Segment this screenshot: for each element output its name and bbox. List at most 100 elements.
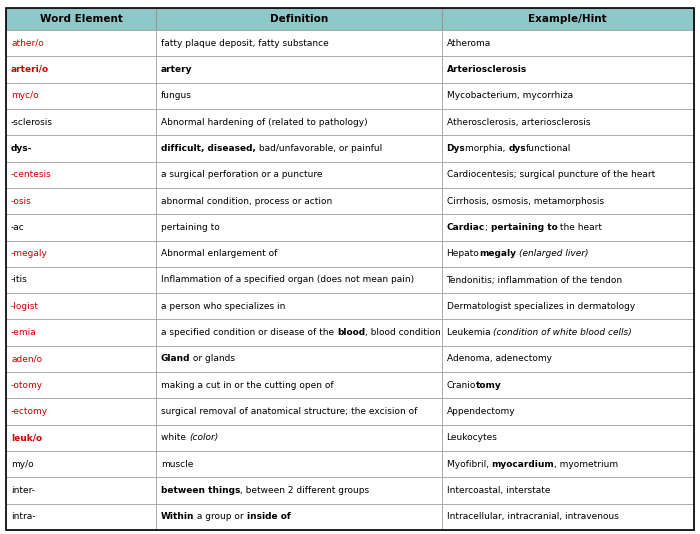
Text: Cardiocentesis; surgical puncture of the heart: Cardiocentesis; surgical puncture of the… (447, 170, 654, 179)
Text: Dys: Dys (447, 144, 466, 153)
Bar (442, 8, 694, 30)
Bar (156, 8, 442, 30)
Text: -centesis: -centesis (11, 170, 52, 179)
Text: surgical removal of anatomical structure; the excision of: surgical removal of anatomical structure… (161, 407, 417, 416)
Bar (156, 346, 442, 372)
Bar (156, 56, 442, 83)
Bar (156, 188, 442, 214)
Text: aden/o: aden/o (11, 355, 42, 364)
Text: -logist: -logist (11, 302, 39, 311)
Text: a surgical perforation or a puncture: a surgical perforation or a puncture (161, 170, 323, 179)
Bar (6, 346, 156, 372)
Bar (442, 30, 694, 56)
Text: abnormal condition, process or action: abnormal condition, process or action (161, 197, 332, 206)
Text: Hepato: Hepato (447, 249, 480, 258)
Text: , blood condition: , blood condition (365, 328, 441, 337)
Text: my/o: my/o (11, 460, 34, 469)
Text: a specified condition or disease of the: a specified condition or disease of the (161, 328, 337, 337)
Text: pertaining to: pertaining to (161, 223, 220, 232)
Bar (156, 162, 442, 188)
Bar (6, 267, 156, 293)
Bar (442, 293, 694, 319)
Bar (442, 56, 694, 83)
Text: muscle: muscle (161, 460, 193, 469)
Text: pertaining to: pertaining to (491, 223, 557, 232)
Bar (442, 372, 694, 398)
Text: -megaly: -megaly (11, 249, 48, 258)
Text: -ectomy: -ectomy (11, 407, 48, 416)
Bar (6, 30, 156, 56)
Text: Within: Within (161, 512, 195, 521)
Bar (6, 188, 156, 214)
Bar (6, 135, 156, 162)
Text: Abnormal enlargement of: Abnormal enlargement of (161, 249, 277, 258)
Bar (6, 504, 156, 530)
Text: -sclerosis: -sclerosis (11, 117, 53, 127)
Bar (156, 83, 442, 109)
Text: a group or: a group or (195, 512, 247, 521)
Bar (6, 451, 156, 477)
Text: Abnormal hardening of (related to pathology): Abnormal hardening of (related to pathol… (161, 117, 368, 127)
Text: Cardiac: Cardiac (447, 223, 485, 232)
Bar (442, 135, 694, 162)
Text: bad/unfavorable, or painful: bad/unfavorable, or painful (256, 144, 382, 153)
Bar (442, 83, 694, 109)
Text: or glands: or glands (190, 355, 235, 364)
Bar (156, 477, 442, 504)
Text: Adenoma, adenectomy: Adenoma, adenectomy (447, 355, 552, 364)
Bar (156, 451, 442, 477)
Text: Leukocytes: Leukocytes (447, 434, 498, 442)
Text: , myometrium: , myometrium (554, 460, 618, 469)
Text: Cranio: Cranio (447, 381, 476, 390)
Bar (6, 109, 156, 135)
Bar (6, 162, 156, 188)
Text: fatty plaque deposit, fatty substance: fatty plaque deposit, fatty substance (161, 38, 329, 48)
Bar (156, 425, 442, 451)
Text: Intercoastal, interstate: Intercoastal, interstate (447, 486, 550, 495)
Text: difficult, diseased,: difficult, diseased, (161, 144, 256, 153)
Text: ather/o: ather/o (11, 38, 43, 48)
Text: blood: blood (337, 328, 365, 337)
Bar (156, 293, 442, 319)
Text: Definition: Definition (270, 14, 328, 24)
Text: arteri/o: arteri/o (11, 65, 49, 74)
Text: the heart: the heart (557, 223, 602, 232)
Bar (442, 267, 694, 293)
Bar (442, 451, 694, 477)
Text: -emia: -emia (11, 328, 36, 337)
Text: -itis: -itis (11, 276, 28, 285)
Text: Leukemia: Leukemia (447, 328, 493, 337)
Text: between things: between things (161, 486, 240, 495)
Bar (156, 214, 442, 240)
Bar (442, 425, 694, 451)
Text: dys-: dys- (11, 144, 32, 153)
Bar (156, 30, 442, 56)
Text: white: white (161, 434, 189, 442)
Text: myc/o: myc/o (11, 91, 38, 100)
Bar (442, 109, 694, 135)
Bar (156, 135, 442, 162)
Text: Example/Hint: Example/Hint (528, 14, 607, 24)
Text: Inflammation of a specified organ (does not mean pain): Inflammation of a specified organ (does … (161, 276, 414, 285)
Text: tomy: tomy (476, 381, 502, 390)
Bar (442, 188, 694, 214)
Text: Arteriosclerosis: Arteriosclerosis (447, 65, 527, 74)
Bar (442, 240, 694, 267)
Text: Atherosclerosis, arteriosclerosis: Atherosclerosis, arteriosclerosis (447, 117, 590, 127)
Bar (442, 346, 694, 372)
Text: inside of: inside of (247, 512, 291, 521)
Bar (156, 319, 442, 346)
Text: , between 2 different groups: , between 2 different groups (240, 486, 370, 495)
Text: Appendectomy: Appendectomy (447, 407, 515, 416)
Text: dys: dys (508, 144, 526, 153)
Bar (442, 504, 694, 530)
Text: myocardium: myocardium (491, 460, 554, 469)
Text: Atheroma: Atheroma (447, 38, 491, 48)
Text: Word Element: Word Element (40, 14, 122, 24)
Bar (156, 240, 442, 267)
Text: Gland: Gland (161, 355, 190, 364)
Bar (442, 319, 694, 346)
Bar (6, 398, 156, 425)
Text: making a cut in or the cutting open of: making a cut in or the cutting open of (161, 381, 334, 390)
Text: inter-: inter- (11, 486, 35, 495)
